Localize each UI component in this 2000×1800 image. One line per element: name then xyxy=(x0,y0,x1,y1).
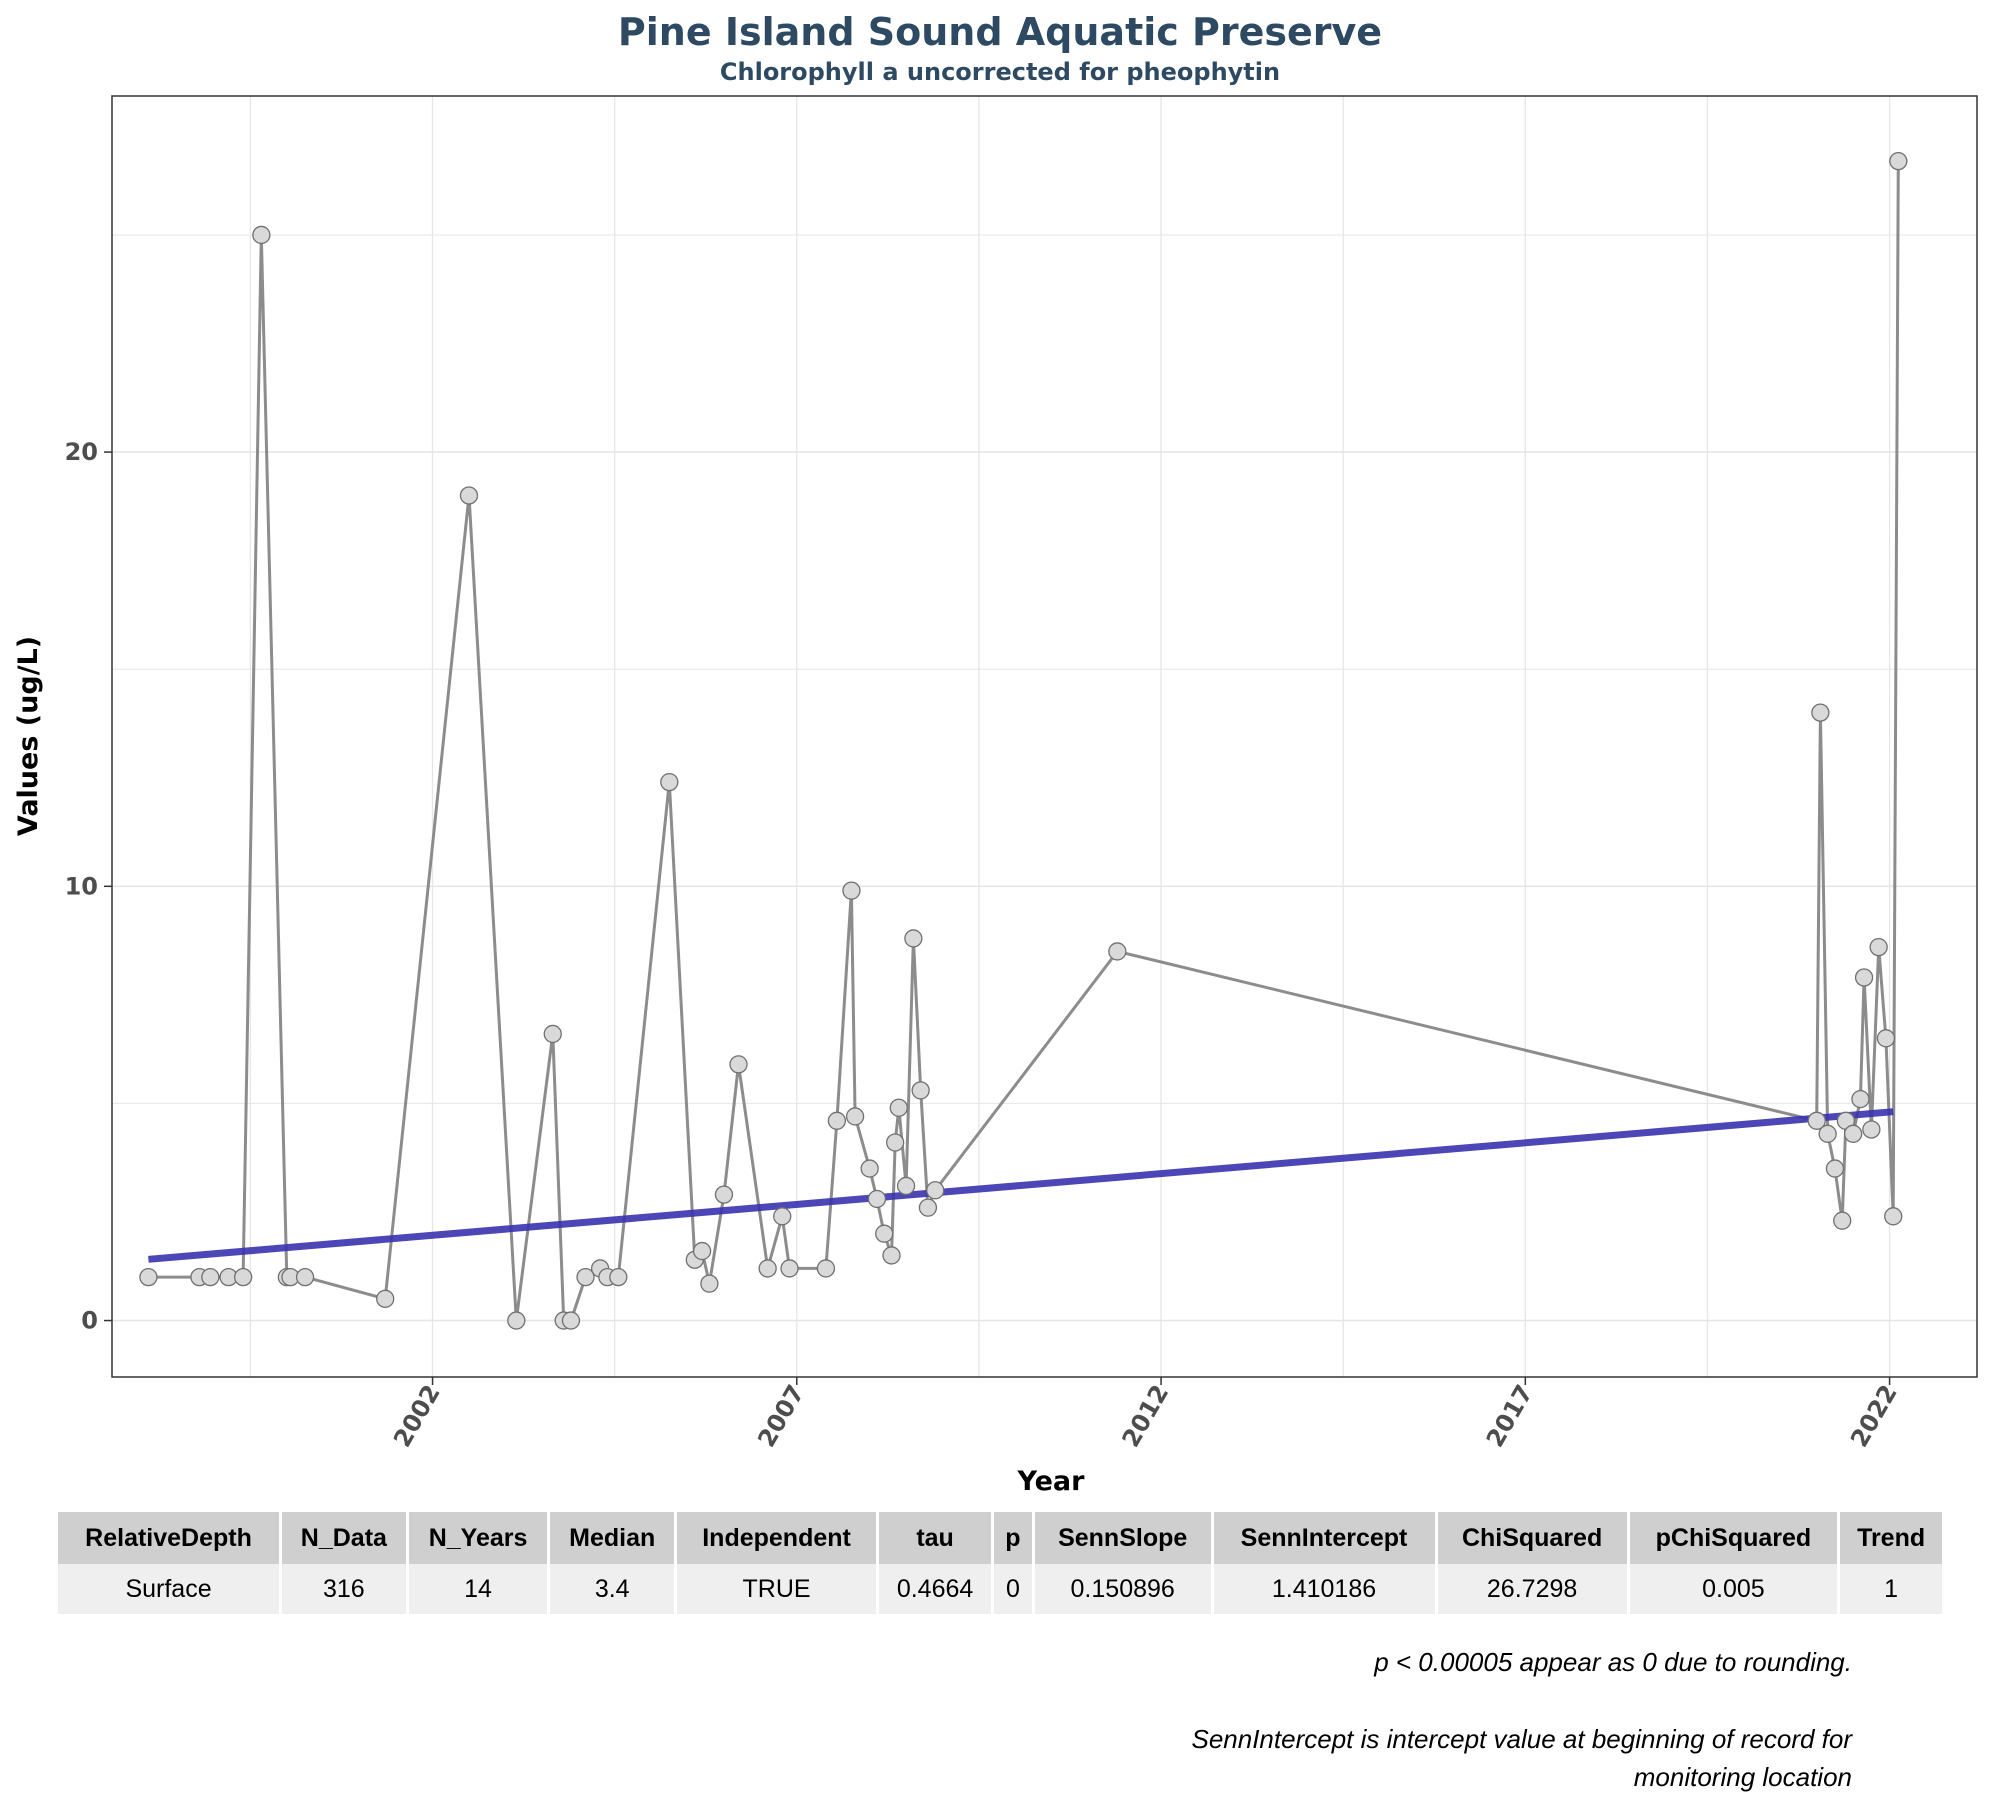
data-point xyxy=(139,1267,158,1287)
data-point xyxy=(845,1107,865,1126)
data-point xyxy=(700,1274,719,1293)
table-cell: 316 xyxy=(282,1564,406,1614)
table-cell: Surface xyxy=(58,1564,280,1614)
data-point xyxy=(1108,942,1127,961)
data-point xyxy=(911,1081,930,1100)
data-point xyxy=(1862,1120,1881,1139)
table-header-cell: RelativeDepth xyxy=(58,1512,280,1564)
plot-border xyxy=(111,95,1978,1378)
data-point xyxy=(1818,1124,1837,1143)
data-point xyxy=(609,1267,628,1287)
data-point xyxy=(561,1311,581,1330)
chart-area: 0 10 20 2002 2007 2012 2017 2022 Year Values (… xyxy=(13,95,1978,1497)
table-cell: 0 xyxy=(994,1564,1032,1614)
chart-subtitle: Chlorophyll a uncorrected for pheophytin xyxy=(719,58,1281,86)
data-point xyxy=(543,1024,562,1044)
table-header-cell: p xyxy=(994,1512,1032,1564)
data-point xyxy=(295,1267,315,1287)
table-cell: TRUE xyxy=(676,1564,877,1614)
data-point xyxy=(827,1111,847,1130)
data-point xyxy=(1884,1207,1903,1226)
data-point xyxy=(1825,1159,1845,1178)
data-point xyxy=(842,881,861,900)
table-header-cell: N_Data xyxy=(282,1512,406,1564)
data-point xyxy=(889,1098,908,1117)
data-point xyxy=(1854,968,1874,987)
data-point xyxy=(904,929,923,948)
stats-table: RelativeDepth N_Data N_Years Median Independ… xyxy=(55,1512,1945,1614)
table-header-cell: pChiSquared xyxy=(1629,1512,1838,1564)
data-point xyxy=(886,1133,905,1152)
chart-title: Pine Island Sound Aquatic Preserve xyxy=(617,10,1383,54)
data-point xyxy=(252,225,271,245)
data-line xyxy=(148,161,1900,1322)
data-point xyxy=(875,1224,894,1243)
data-point xyxy=(758,1259,777,1278)
data-series xyxy=(139,151,1908,1330)
rounding-note: p < 0.00005 appear as 0 due to rounding. xyxy=(1374,1647,1852,1677)
x-tick-label: 2022 xyxy=(1845,1380,1903,1452)
table-cell: 3.4 xyxy=(550,1564,674,1614)
data-point xyxy=(926,1181,945,1200)
intercept-note: SennIntercept is intercept value at begi… xyxy=(1191,1724,1852,1792)
table-header-cell: Median xyxy=(550,1512,674,1564)
data-point xyxy=(1844,1124,1863,1143)
trend-line xyxy=(148,1108,1894,1263)
stats-data-row: Surface 316 14 3.4 TRUE 0.4664 0 0.150896 1.4101… xyxy=(58,1564,1942,1614)
data-point xyxy=(729,1055,748,1074)
data-point xyxy=(692,1241,712,1261)
data-point xyxy=(1889,151,1908,171)
x-axis: 2002 2007 2012 2017 2022 xyxy=(388,1377,1903,1452)
data-point xyxy=(714,1185,734,1204)
table-header-cell: tau xyxy=(879,1512,991,1564)
data-point xyxy=(459,486,479,505)
table-header-cell: Trend xyxy=(1840,1512,1942,1564)
x-tick-label: 2012 xyxy=(1117,1380,1175,1452)
data-point xyxy=(918,1198,938,1217)
table-header-cell: SennIntercept xyxy=(1213,1512,1435,1564)
table-cell: 1.410186 xyxy=(1213,1564,1435,1614)
data-point xyxy=(1851,1089,1870,1109)
data-point xyxy=(882,1246,901,1265)
y-axis-title: Values (ug/L) xyxy=(13,636,44,836)
table-cell: 1 xyxy=(1840,1564,1942,1614)
data-point xyxy=(660,772,679,792)
table-header-cell: Independent xyxy=(676,1512,877,1564)
y-axis: 0 10 20 xyxy=(65,438,112,1335)
table-header-cell: SennSlope xyxy=(1034,1512,1211,1564)
data-point xyxy=(860,1159,879,1178)
table-cell: 26.7298 xyxy=(1437,1564,1627,1614)
x-tick-label: 2017 xyxy=(1481,1380,1539,1452)
data-point xyxy=(816,1259,836,1278)
data-point xyxy=(233,1267,253,1287)
data-point xyxy=(780,1259,799,1278)
data-point xyxy=(773,1207,792,1226)
table-cell: 0.005 xyxy=(1629,1564,1838,1614)
table-cell: 0.4664 xyxy=(879,1564,991,1614)
table-cell: 14 xyxy=(408,1564,548,1614)
data-point xyxy=(867,1189,887,1209)
data-point xyxy=(507,1311,526,1330)
x-axis-title: Year xyxy=(1017,1466,1086,1497)
table-header-cell: N_Years xyxy=(408,1512,548,1564)
stats-header-row: RelativeDepth N_Data N_Years Median Independ… xyxy=(58,1512,1942,1564)
y-tick-label: 0 xyxy=(81,1307,98,1335)
y-tick-label: 20 xyxy=(65,438,98,466)
data-point xyxy=(201,1267,220,1287)
y-tick-label: 10 xyxy=(65,872,98,900)
data-point xyxy=(896,1176,916,1196)
data-point xyxy=(1833,1211,1852,1230)
data-point xyxy=(1811,703,1830,722)
x-tick-label: 2007 xyxy=(752,1380,810,1452)
data-point xyxy=(576,1267,595,1287)
data-point xyxy=(1869,937,1888,957)
data-point xyxy=(1876,1029,1896,1048)
data-point xyxy=(376,1289,395,1308)
data-point xyxy=(1807,1111,1826,1130)
x-tick-label: 2002 xyxy=(388,1380,446,1452)
table-header-cell: ChiSquared xyxy=(1437,1512,1627,1564)
table-cell: 0.150896 xyxy=(1034,1564,1211,1614)
